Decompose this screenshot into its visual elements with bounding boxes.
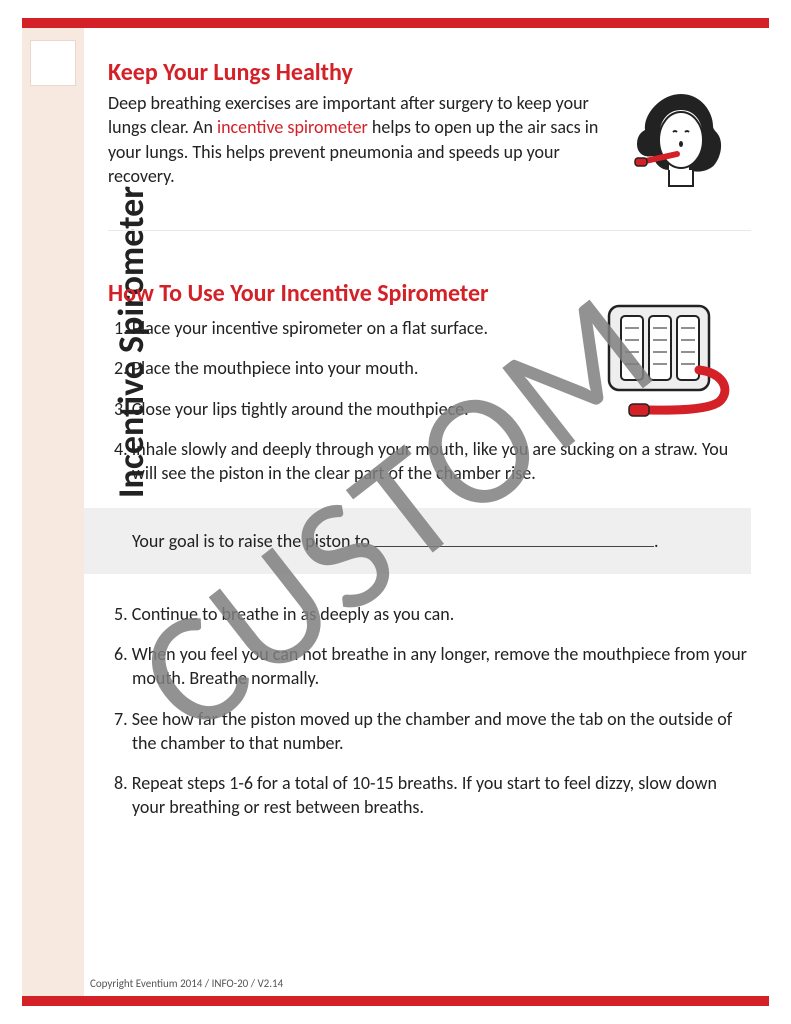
step-4: 4. Inhale slowly and deeply through your… <box>108 437 751 486</box>
intro-emphasis: incentive spirometer <box>217 116 368 138</box>
logo-placeholder <box>30 40 76 86</box>
copyright-footer: Copyright Eventium 2014 / INFO-20 / V2.1… <box>90 977 283 990</box>
spirometer-illustration <box>591 300 741 430</box>
section1-intro: Deep breathing exercises are important a… <box>108 91 613 188</box>
goal-box: Your goal is to raise the piston to . <box>84 508 751 574</box>
step-5: 5. Continue to breathe in as deeply as y… <box>108 602 751 626</box>
goal-blank-line[interactable] <box>374 546 654 547</box>
step-8: 8. Repeat steps 1-6 for a total of 10-15… <box>108 771 751 820</box>
goal-prefix: Your goal is to raise the piston to <box>132 530 374 552</box>
person-illustration <box>621 76 741 196</box>
content-area: Keep Your Lungs Healthy Deep breathing e… <box>108 58 751 984</box>
step-6: 6. When you feel you can not breathe in … <box>108 642 751 691</box>
goal-suffix: . <box>654 530 659 552</box>
bottom-accent-bar <box>22 996 769 1006</box>
top-accent-bar <box>22 18 769 28</box>
step-7: 7. See how far the piston moved up the c… <box>108 707 751 756</box>
section-divider <box>108 230 751 231</box>
left-sidebar <box>22 28 84 996</box>
